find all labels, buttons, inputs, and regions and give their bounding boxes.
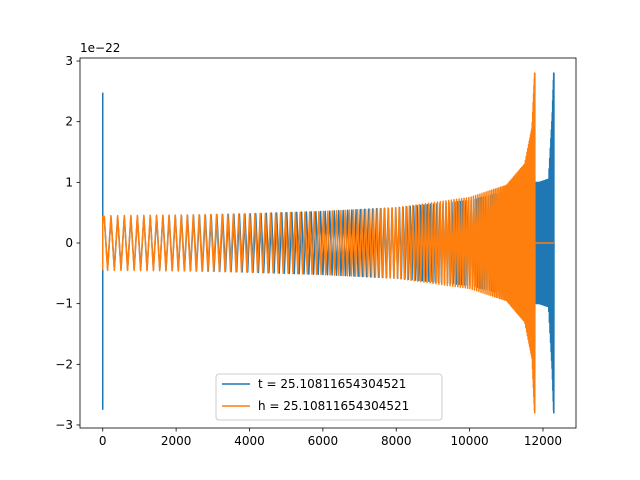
x-tick-label: 8000 xyxy=(381,434,412,448)
y-tick-label: 3 xyxy=(65,54,73,68)
series-layer xyxy=(101,72,555,414)
x-tick-label: 2000 xyxy=(161,434,192,448)
y-tick-label: −1 xyxy=(55,297,73,311)
x-tick-label: 0 xyxy=(99,434,107,448)
y-offset-text: 1e−22 xyxy=(80,41,120,55)
x-tick-label: 6000 xyxy=(308,434,339,448)
y-tick-label: 2 xyxy=(65,115,73,129)
y-tick-label: −2 xyxy=(55,357,73,371)
legend-label-h: h = 25.10811654304521 xyxy=(258,399,409,413)
x-tick-label: 4000 xyxy=(234,434,265,448)
y-tick-label: 1 xyxy=(65,175,73,189)
series-h xyxy=(101,72,554,414)
x-axis: 0 2000 4000 6000 8000 10000 12000 xyxy=(99,428,562,448)
legend-box xyxy=(215,373,443,421)
series-line xyxy=(101,72,554,414)
y-tick-label: −3 xyxy=(55,418,73,432)
y-tick-label: 0 xyxy=(65,236,73,250)
y-axis: −3 −2 −1 0 1 2 3 xyxy=(55,54,80,432)
x-tick-label: 10000 xyxy=(451,434,489,448)
legend: t = 25.10811654304521 h = 25.10811654304… xyxy=(215,373,443,421)
x-tick-label: 12000 xyxy=(524,434,562,448)
legend-label-t: t = 25.10811654304521 xyxy=(258,377,406,391)
